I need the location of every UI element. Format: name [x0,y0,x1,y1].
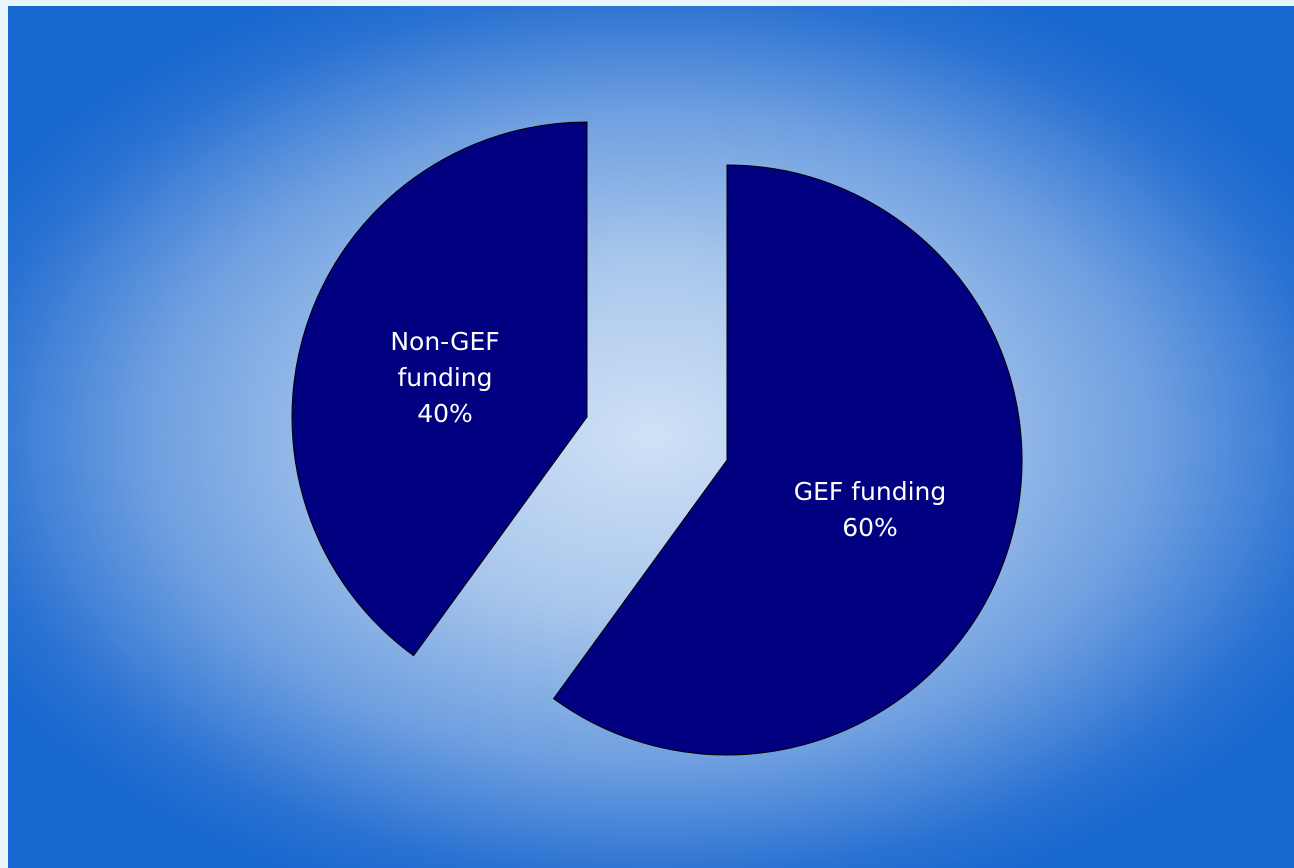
slice-value: 60% [842,513,898,542]
pie-slice [291,121,588,657]
chart [291,121,1023,756]
chart-area: GEF funding 60% Non-GEF funding 40% [8,6,1294,868]
slice-label: GEF funding 60% [750,474,990,546]
slice-label: Non-GEF funding 40% [360,324,530,432]
slice-category: GEF funding [793,477,947,506]
slice-value: 40% [417,399,473,428]
slice-category: Non-GEF funding [390,327,500,392]
pie-slice [552,164,1023,756]
